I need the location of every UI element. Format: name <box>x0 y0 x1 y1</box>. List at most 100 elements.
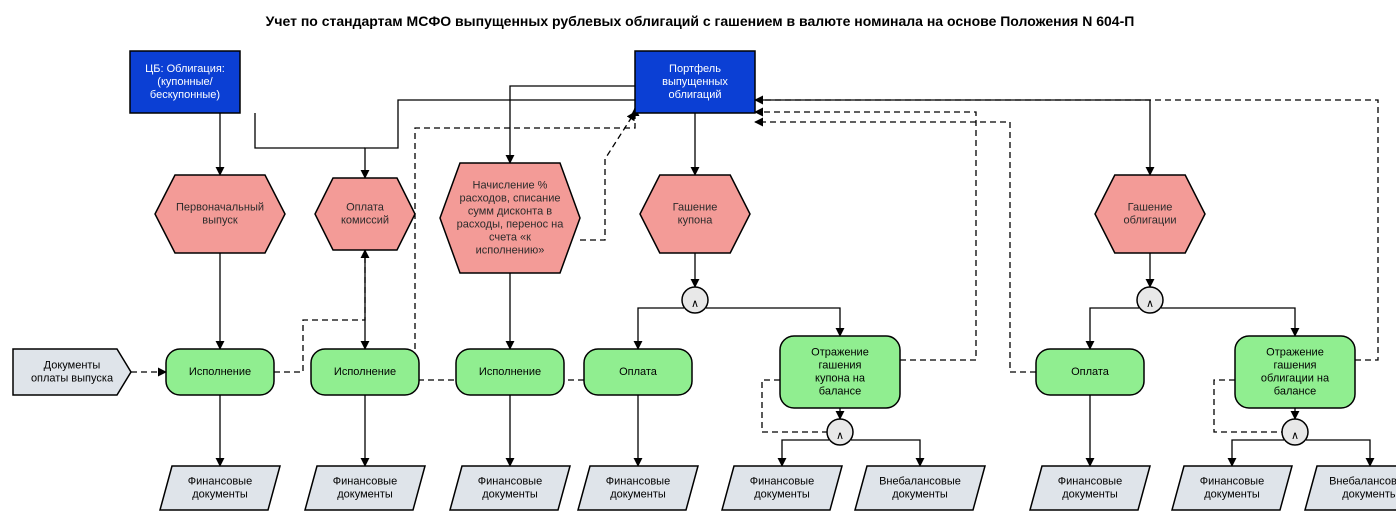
g7-label: балансе <box>1274 385 1316 397</box>
hex2-label: комиссий <box>341 214 389 226</box>
node-o5: Финансовыедокументы <box>722 466 842 510</box>
edge-4 <box>510 86 635 163</box>
o8-label: документы <box>1204 488 1260 500</box>
o8-label: Финансовые <box>1200 475 1264 487</box>
hex4-label: Гашение <box>673 201 718 213</box>
j4-label: ∧ <box>1291 430 1299 442</box>
node-hex2: Оплатакомиссий <box>315 178 415 250</box>
node-j4: ∧ <box>1282 419 1308 445</box>
hex3-label: исполнению» <box>476 244 545 256</box>
node-o7: Финансовыедокументы <box>1030 466 1150 510</box>
docin-label: Документы <box>44 359 101 371</box>
portfolio-label: выпущенных <box>662 76 728 88</box>
node-o9: Внебалансовыедокументы <box>1305 466 1396 510</box>
hex2-label: Оплата <box>346 201 385 213</box>
j1-label: ∧ <box>691 298 699 310</box>
g7-label: облигации на <box>1261 372 1330 384</box>
o5-label: Финансовые <box>750 475 814 487</box>
g2-label: Исполнение <box>334 366 396 378</box>
o1-label: Финансовые <box>188 475 252 487</box>
edges-layer <box>131 86 1378 466</box>
edge-1 <box>255 113 365 148</box>
hex3-label: счета «к <box>489 231 531 243</box>
node-g5: Отражениегашениякупона набалансе <box>780 336 900 408</box>
edge-13 <box>1090 308 1139 349</box>
hex3-label: Начисление % <box>473 179 548 191</box>
hex3-label: сумм дисконта в <box>468 205 552 217</box>
portfolio-label: облигаций <box>669 89 722 101</box>
node-j3: ∧ <box>1137 287 1163 313</box>
node-portfolio: Портфельвыпущенныхоблигаций <box>635 51 755 113</box>
g5-label: балансе <box>819 385 861 397</box>
node-g1: Исполнение <box>166 349 274 395</box>
node-hex3: Начисление %расходов, списаниесумм диско… <box>440 163 580 273</box>
o7-label: Финансовые <box>1058 475 1122 487</box>
o7-label: документы <box>1062 488 1118 500</box>
node-hex5: Гашениеоблигации <box>1095 175 1205 253</box>
edge-12 <box>706 308 840 336</box>
node-o4: Финансовыедокументы <box>578 466 698 510</box>
o2-label: Финансовые <box>333 475 397 487</box>
hex1-label: выпуск <box>202 214 238 226</box>
node-o6: Внебалансовыедокументы <box>855 466 985 510</box>
j3-label: ∧ <box>1146 298 1154 310</box>
node-g7: Отражениегашенияоблигации набалансе <box>1235 336 1355 408</box>
g7-label: гашения <box>1273 359 1316 371</box>
node-o1: Финансовыедокументы <box>160 466 280 510</box>
g6-label: Оплата <box>1071 366 1110 378</box>
edge-28 <box>580 112 635 240</box>
edge-30 <box>755 112 976 360</box>
edge-24 <box>1232 440 1284 466</box>
g5-label: купона на <box>815 372 866 384</box>
j2-label: ∧ <box>836 430 844 442</box>
hex5-label: Гашение <box>1128 201 1173 213</box>
o3-label: Финансовые <box>478 475 542 487</box>
node-g2: Исполнение <box>311 349 419 395</box>
node-o2: Финансовыедокументы <box>305 466 425 510</box>
g5-label: Отражение <box>811 346 869 358</box>
g3-label: Исполнение <box>479 366 541 378</box>
node-g4: Оплата <box>584 349 692 395</box>
o6-label: Внебалансовые <box>879 475 961 487</box>
node-docin: Документыоплаты выпуска <box>13 349 131 395</box>
node-o3: Финансовыедокументы <box>450 466 570 510</box>
hex5-label: облигации <box>1124 214 1177 226</box>
cb-label: бескупонные) <box>150 89 220 101</box>
hex1-label: Первоначальный <box>176 201 264 213</box>
o4-label: Финансовые <box>606 475 670 487</box>
edge-11 <box>638 308 684 349</box>
o2-label: документы <box>337 488 393 500</box>
o1-label: документы <box>192 488 248 500</box>
g7-label: Отражение <box>1266 346 1324 358</box>
edge-32 <box>755 100 1378 360</box>
g5-label: гашения <box>818 359 861 371</box>
o9-label: документы <box>1342 488 1396 500</box>
edge-20 <box>782 440 829 466</box>
o5-label: документы <box>754 488 810 500</box>
cb-label: ЦБ: Облигация: <box>145 63 225 75</box>
node-cb: ЦБ: Облигация:(купонные/бескупонные) <box>130 51 240 113</box>
edge-21 <box>851 440 920 466</box>
edge-3 <box>755 100 1150 175</box>
docin-label: оплаты выпуска <box>31 372 114 384</box>
node-j2: ∧ <box>827 419 853 445</box>
cb-label: (купонные/ <box>157 76 213 88</box>
hex3-label: расходов, списание <box>459 192 560 204</box>
node-hex1: Первоначальныйвыпуск <box>155 175 285 253</box>
g4-label: Оплата <box>619 366 658 378</box>
g1-label: Исполнение <box>189 366 251 378</box>
hex4-label: купона <box>678 214 714 226</box>
hex3-label: расходы, перенос на <box>457 218 565 230</box>
node-g6: Оплата <box>1036 349 1144 395</box>
edge-31 <box>755 122 1036 372</box>
node-g3: Исполнение <box>456 349 564 395</box>
node-o8: Финансовыедокументы <box>1172 466 1292 510</box>
o9-label: Внебалансовые <box>1329 475 1396 487</box>
o6-label: документы <box>892 488 948 500</box>
o3-label: документы <box>482 488 538 500</box>
edge-25 <box>1306 440 1370 466</box>
edge-14 <box>1161 308 1295 336</box>
node-hex4: Гашениекупона <box>640 175 750 253</box>
diagram-title: Учет по стандартам МСФО выпущенных рубле… <box>266 13 1135 29</box>
o4-label: документы <box>610 488 666 500</box>
